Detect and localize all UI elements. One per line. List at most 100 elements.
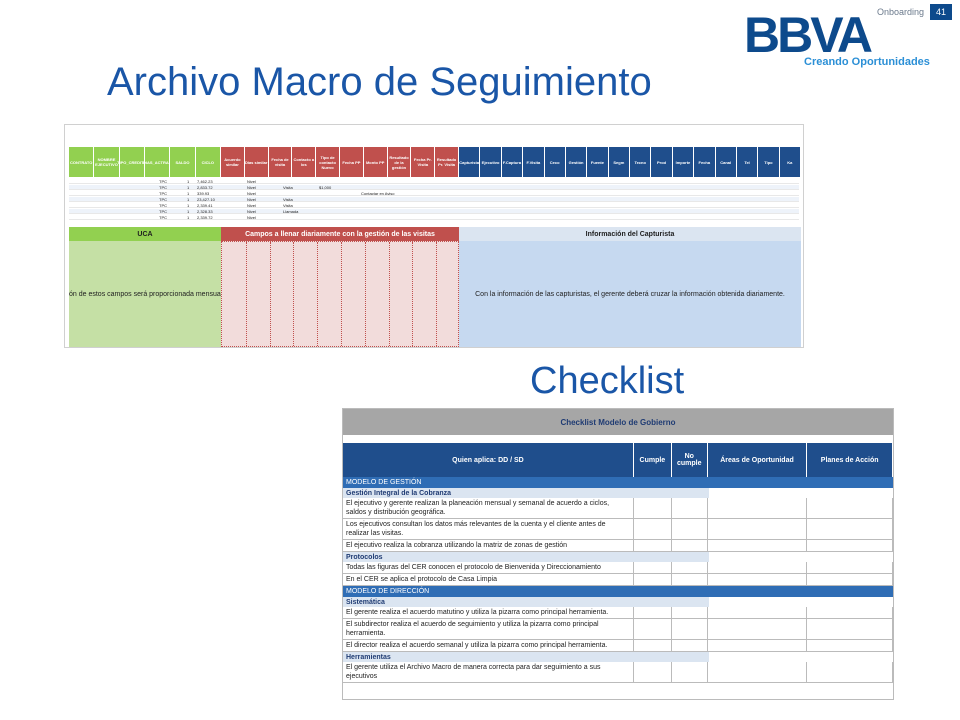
column-header: Segm — [608, 147, 630, 177]
column-header: Capturista — [459, 147, 481, 177]
table-cell: 2,339.72 — [197, 215, 213, 220]
no-cumple-cell — [672, 607, 708, 618]
table-cell: 2,328.33 — [197, 209, 213, 214]
table-row: TPC 1 339.93 Nivel Contactar en Aviso — [69, 191, 799, 196]
cumple-cell — [634, 562, 672, 573]
table-cell: TPC — [159, 191, 167, 196]
table-cell: Nivel — [247, 191, 256, 196]
checklist-heading: Checklist — [530, 360, 685, 402]
column-header: Tecno — [630, 147, 652, 177]
column-header: Contacto a los — [292, 147, 317, 177]
checklist-row: En el CER se aplica el protocolo de Casa… — [343, 574, 893, 586]
no-cumple-cell — [672, 619, 708, 639]
column-header: Canal — [715, 147, 737, 177]
uca-note: ón de estos campos será proporcionada me… — [69, 290, 221, 298]
cumple-cell — [634, 619, 672, 639]
cumple-cell — [634, 640, 672, 651]
group-row: Protocolos — [343, 552, 709, 562]
daily-column-divider — [317, 242, 319, 346]
table-cell: 1 — [187, 197, 190, 202]
checklist-row: El gerente utiliza el Archivo Macro de m… — [343, 662, 893, 683]
column-header: Tel — [736, 147, 759, 177]
table-cell: Nivel — [247, 203, 256, 208]
no-cumple-cell — [672, 498, 708, 518]
checklist-row: El director realiza el acuerdo semanal y… — [343, 640, 893, 652]
group-row: Sistemática — [343, 597, 709, 607]
column-header: Fuente — [587, 147, 609, 177]
no-cumple-cell — [672, 640, 708, 651]
table-cell: Nivel — [247, 215, 256, 220]
bbva-logo: BBVA Creando Oportunidades — [744, 7, 930, 68]
table-row: TPC 1 2,339.41 Nivel Visita — [69, 203, 799, 208]
planes-cell — [807, 640, 893, 651]
group-id-label: Campos de Identificación del cliente — [84, 134, 206, 142]
planes-cell — [807, 607, 893, 618]
column-header: Dias similar — [244, 147, 269, 177]
checklist-item-text: El director realiza el acuerdo semanal y… — [343, 640, 634, 651]
daily-column-divider — [364, 242, 366, 346]
column-header: Fecha de visita — [268, 147, 293, 177]
table-row: TPC 1 2,328.33 Nivel Llamada — [69, 209, 799, 214]
table-cell: TPC — [159, 215, 167, 220]
table-cell: TPC — [159, 197, 167, 202]
areas-cell — [708, 607, 808, 618]
daily-column-divider — [436, 242, 438, 346]
checklist-row: Los ejecutivos consultan los datos más r… — [343, 519, 893, 540]
daily-header: Campos a llenar diariamente con la gesti… — [221, 227, 459, 241]
checklist-item-text: El gerente utiliza el Archivo Macro de m… — [343, 662, 634, 682]
table-cell: 7,462.23 — [197, 179, 213, 184]
table-cell: Nivel — [247, 209, 256, 214]
areas-cell — [708, 640, 808, 651]
checklist-row: El subdirector realiza el acuerdo de seg… — [343, 619, 893, 640]
group-captura-label: Campos Captura — [601, 134, 658, 142]
planes-cell — [807, 519, 893, 539]
daily-column-divider — [269, 242, 271, 346]
daily-column-divider — [412, 242, 414, 346]
group-row: Herramientas — [343, 652, 709, 662]
checklist-item-text: El ejecutivo realiza la cobranza utiliza… — [343, 540, 634, 551]
checklist-header-row: Quien aplica: DD / SD Cumple No cumple Á… — [343, 443, 893, 477]
group-row: Gestión Integral de la Cobranza — [343, 488, 709, 498]
table-cell: Contactar en Aviso — [361, 191, 395, 196]
column-header: Ceco — [544, 147, 566, 177]
table-row: TPC 1 7,462.23 Nivel — [69, 179, 799, 184]
no-cumple-cell — [672, 519, 708, 539]
column-header: Fecha Pr. Visita — [411, 147, 436, 177]
table-cell: Visita — [283, 203, 293, 208]
section-row: MODELO DE GESTIÓN — [343, 477, 893, 488]
table-cell: 1 — [187, 191, 190, 196]
no-cumple-cell — [672, 662, 708, 682]
group-captura-header: Campos Captura — [459, 131, 801, 145]
column-header: Ejecutivo — [480, 147, 502, 177]
uca-label: UCA — [137, 230, 153, 238]
table-row: TPC 1 2,339.72 Nivel — [69, 215, 799, 220]
daily-column-divider — [341, 242, 342, 346]
slide-title: Archivo Macro de Seguimiento — [107, 60, 652, 104]
checklist-table: Checklist Modelo de Gobierno Quien aplic… — [342, 408, 894, 700]
cumple-cell — [634, 519, 672, 539]
checklist-item-text: Todas las figuras del CER conocen el pro… — [343, 562, 634, 573]
section-label: Onboarding — [876, 7, 924, 17]
column-header: F.Visita — [523, 147, 545, 177]
checklist-item-text: Los ejecutivos consultan los datos más r… — [343, 519, 634, 539]
column-header: Fecha — [694, 147, 716, 177]
table-cell: 2,833.72 — [197, 185, 213, 190]
cumple-cell — [634, 662, 672, 682]
group-id-header: Campos de Identificación del cliente — [69, 131, 221, 145]
no-cumple-cell — [672, 574, 708, 585]
column-header: Tipo — [758, 147, 780, 177]
checklist-row: Todas las figuras del CER conocen el pro… — [343, 562, 893, 574]
cumple-cell — [634, 540, 672, 551]
table-cell: Visita — [283, 185, 293, 190]
checklist-item-text: El ejecutivo y gerente realizan la plane… — [343, 498, 634, 518]
column-header-row: CONTRATO NOMBRE EJECUTIVO TIPO_CREDITO DIAS… — [65, 147, 803, 177]
table-cell: $1,000 — [319, 185, 332, 190]
column-header: F.Captura — [501, 147, 524, 177]
table-cell: Visita — [283, 197, 293, 202]
table-cell: 1 — [187, 215, 190, 220]
daily-column-divider — [388, 242, 390, 346]
column-header: Monto PP — [363, 147, 388, 177]
table-cell: Nivel — [247, 197, 256, 202]
planes-cell — [807, 498, 893, 518]
logo-text: BBVA — [744, 7, 873, 63]
